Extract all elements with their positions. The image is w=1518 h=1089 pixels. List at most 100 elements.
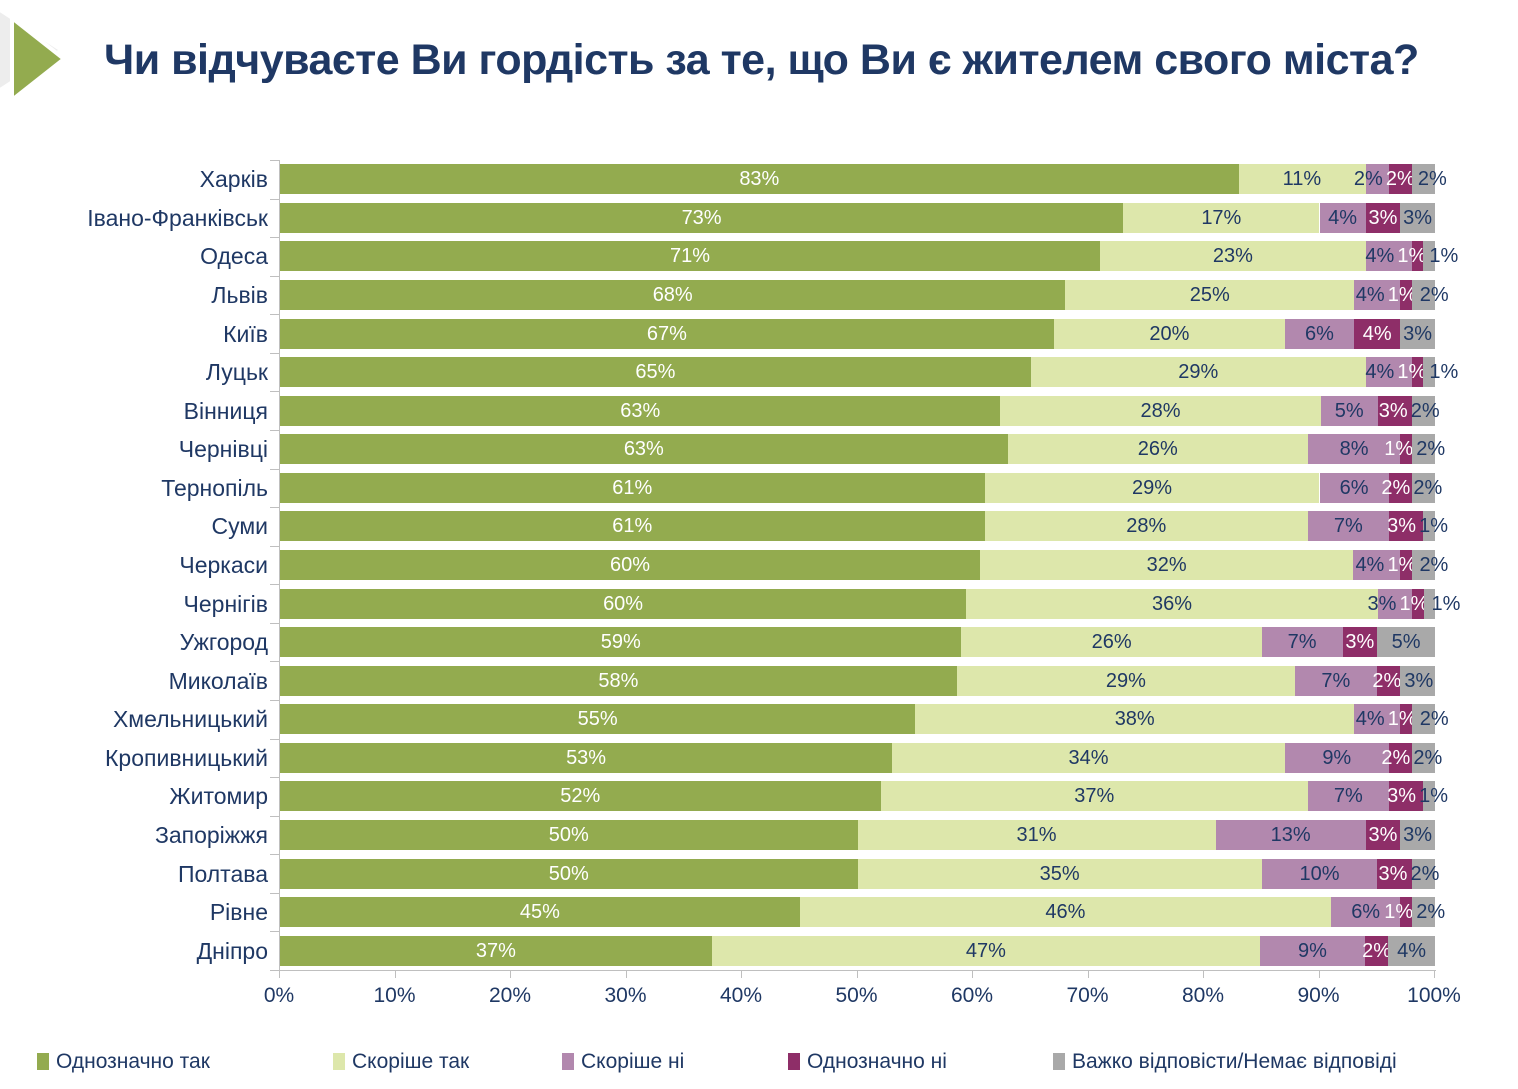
bar-segment	[280, 511, 985, 542]
bar-segment	[280, 550, 980, 580]
bar-segment	[1007, 434, 1308, 465]
bar-value-label: 37%	[475, 939, 516, 962]
bar-value-label: 5%	[1334, 399, 1364, 422]
bar-segment	[857, 820, 1216, 850]
category-tick	[270, 198, 279, 200]
bar-segment	[1065, 280, 1355, 310]
x-axis-tick	[279, 970, 280, 978]
bar-value-label: 11%	[1282, 168, 1322, 191]
bar-value-label: 52%	[560, 785, 601, 808]
bar-segment	[1400, 897, 1412, 928]
bar-segment	[1400, 704, 1412, 735]
category-label: Львів	[211, 282, 268, 308]
bar-segment	[280, 627, 962, 658]
category-label: Запоріжжя	[154, 822, 268, 848]
bar-value-label: 2%	[1419, 554, 1449, 576]
bar-segment	[280, 820, 858, 850]
x-axis-label: 80%	[1181, 984, 1225, 1007]
bar-segment	[984, 511, 1308, 542]
bar-value-label: 2%	[1413, 746, 1443, 769]
bar-segment	[1411, 241, 1424, 272]
category-label: Луцьк	[205, 359, 268, 386]
bar-value-label: 58%	[598, 669, 639, 692]
bar-segment	[1411, 357, 1424, 388]
bar-segment	[966, 588, 1378, 619]
bar-value-label: 20%	[1149, 322, 1190, 345]
x-axis-tick	[741, 970, 742, 978]
bar-value-label: 10%	[1299, 862, 1340, 885]
x-axis-label: 70%	[1066, 984, 1109, 1007]
bar-value-label: 3%	[1403, 322, 1433, 345]
legend: Однозначно так Скоріше так Скоріше ні Одноз…	[0, 1048, 1518, 1080]
x-axis-label: 100%	[1407, 984, 1461, 1007]
bar-value-label: 2%	[1419, 708, 1449, 731]
bar-value-label: 2%	[1419, 284, 1449, 306]
bar-segment	[1400, 202, 1435, 233]
bar-segment	[1365, 241, 1412, 272]
bar-segment	[1284, 742, 1389, 773]
x-axis-tick	[1087, 970, 1089, 978]
category-tick	[270, 700, 279, 701]
legend-label: Однозначно так	[56, 1050, 210, 1073]
bar-segment	[1388, 935, 1435, 966]
category-tick	[270, 507, 279, 509]
bar-segment	[1423, 588, 1435, 619]
bar-value-label: 2%	[1410, 399, 1440, 422]
bar-segment	[280, 897, 800, 928]
bar-segment	[1423, 241, 1435, 272]
bar-segment	[280, 704, 916, 735]
bar-segment	[1365, 202, 1401, 233]
bar-segment	[280, 434, 1008, 465]
bar-value-label: 1%	[1431, 592, 1461, 615]
bar-value-label: 13%	[1270, 824, 1311, 846]
bar-segment	[1053, 318, 1285, 349]
category-tick	[270, 352, 279, 354]
bar-value-label: 29%	[1132, 476, 1173, 499]
bar-segment	[1320, 395, 1378, 426]
x-axis-tick	[510, 970, 511, 978]
category-label: Дніпро	[196, 937, 268, 964]
bar-segment	[1365, 935, 1389, 966]
category-label: Харків	[199, 166, 268, 193]
bar-segment	[857, 858, 1262, 889]
bar-value-label: 1%	[1384, 901, 1414, 924]
legend-label: Важко відповісти/Немає відповіді	[1072, 1050, 1397, 1073]
bar-value-label: 59%	[600, 631, 641, 654]
bar-value-label: 3%	[1368, 824, 1398, 846]
legend-swatch-icon	[562, 1053, 574, 1070]
bar-value-label: 2%	[1381, 476, 1411, 499]
bar-segment	[280, 241, 1101, 272]
category-label: Ужгород	[179, 629, 268, 656]
category-tick	[270, 892, 279, 894]
bar-segment	[280, 395, 1001, 426]
bar-segment	[1100, 241, 1366, 272]
bar-segment	[1342, 627, 1378, 658]
bar-segment	[280, 202, 1124, 233]
bar-value-label: 34%	[1068, 746, 1109, 769]
bar-segment	[711, 935, 1260, 966]
bar-segment	[956, 665, 1295, 696]
category-label: Суми	[211, 513, 268, 540]
bar-value-label: 23%	[1212, 245, 1253, 268]
bar-segment	[1354, 318, 1401, 349]
bar-segment	[280, 781, 881, 812]
bar-segment	[1423, 781, 1435, 812]
bar-value-label: 2%	[1413, 476, 1443, 499]
bar-value-label: 71%	[670, 245, 711, 268]
bar-segment	[1123, 202, 1320, 233]
category-label: Одеса	[200, 243, 268, 270]
bar-segment	[1261, 858, 1378, 889]
bar-value-label: 45%	[519, 901, 560, 924]
bar-value-label: 36%	[1151, 592, 1192, 615]
bar-value-label: 2%	[1416, 901, 1446, 924]
bar-value-label: 4%	[1355, 708, 1385, 731]
bar-segment	[1307, 511, 1389, 542]
bar-value-label: 3%	[1403, 824, 1433, 846]
bar-value-label: 3%	[1387, 785, 1417, 808]
category-tick	[270, 430, 279, 431]
bar-value-label: 6%	[1305, 322, 1334, 345]
category-tick	[270, 738, 279, 740]
category-tick	[270, 237, 279, 239]
bar-value-label: 7%	[1333, 515, 1363, 538]
bar-value-label: 2%	[1417, 168, 1447, 191]
